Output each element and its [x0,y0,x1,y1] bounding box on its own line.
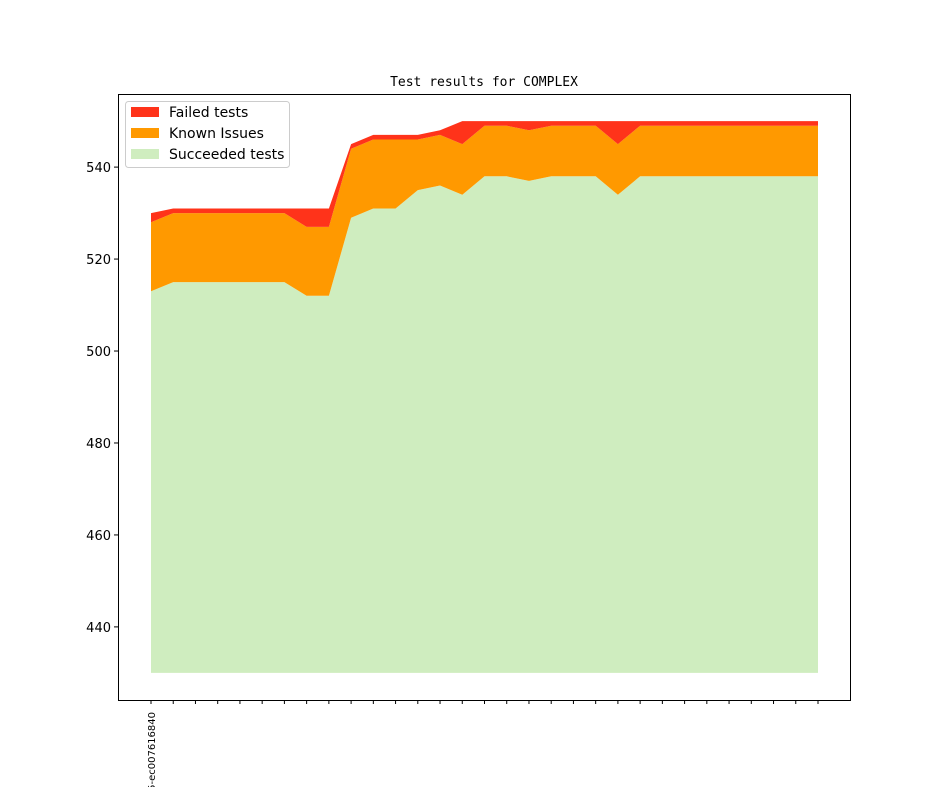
legend-swatch [131,128,159,138]
y-tick-label: 520 [86,253,111,268]
legend-swatch [131,107,159,117]
y-tick-label: 440 [86,621,111,636]
areas [151,121,818,673]
chart-title: Test results for COMPLEX [390,75,578,90]
y-tick-label: 540 [86,161,111,176]
legend-label: Failed tests [169,105,248,121]
legend-box [125,101,290,168]
legend: Failed tests Known Issues Succeeded tests [125,101,290,168]
area-known-issues [151,125,818,296]
y-tick-label: 460 [86,529,111,544]
legend-swatch [131,149,159,159]
legend-label: Succeeded tests [169,147,284,163]
x-tick-label: 5-ec007616840 [147,712,158,787]
y-axis: 440 460 480 500 520 540 [86,161,118,636]
y-tick-label: 480 [86,437,111,452]
x-axis: 5-ec007616840 [147,700,819,787]
y-tick-label: 500 [86,345,111,360]
area-succeeded-tests [151,176,818,673]
legend-label: Known Issues [169,126,264,142]
